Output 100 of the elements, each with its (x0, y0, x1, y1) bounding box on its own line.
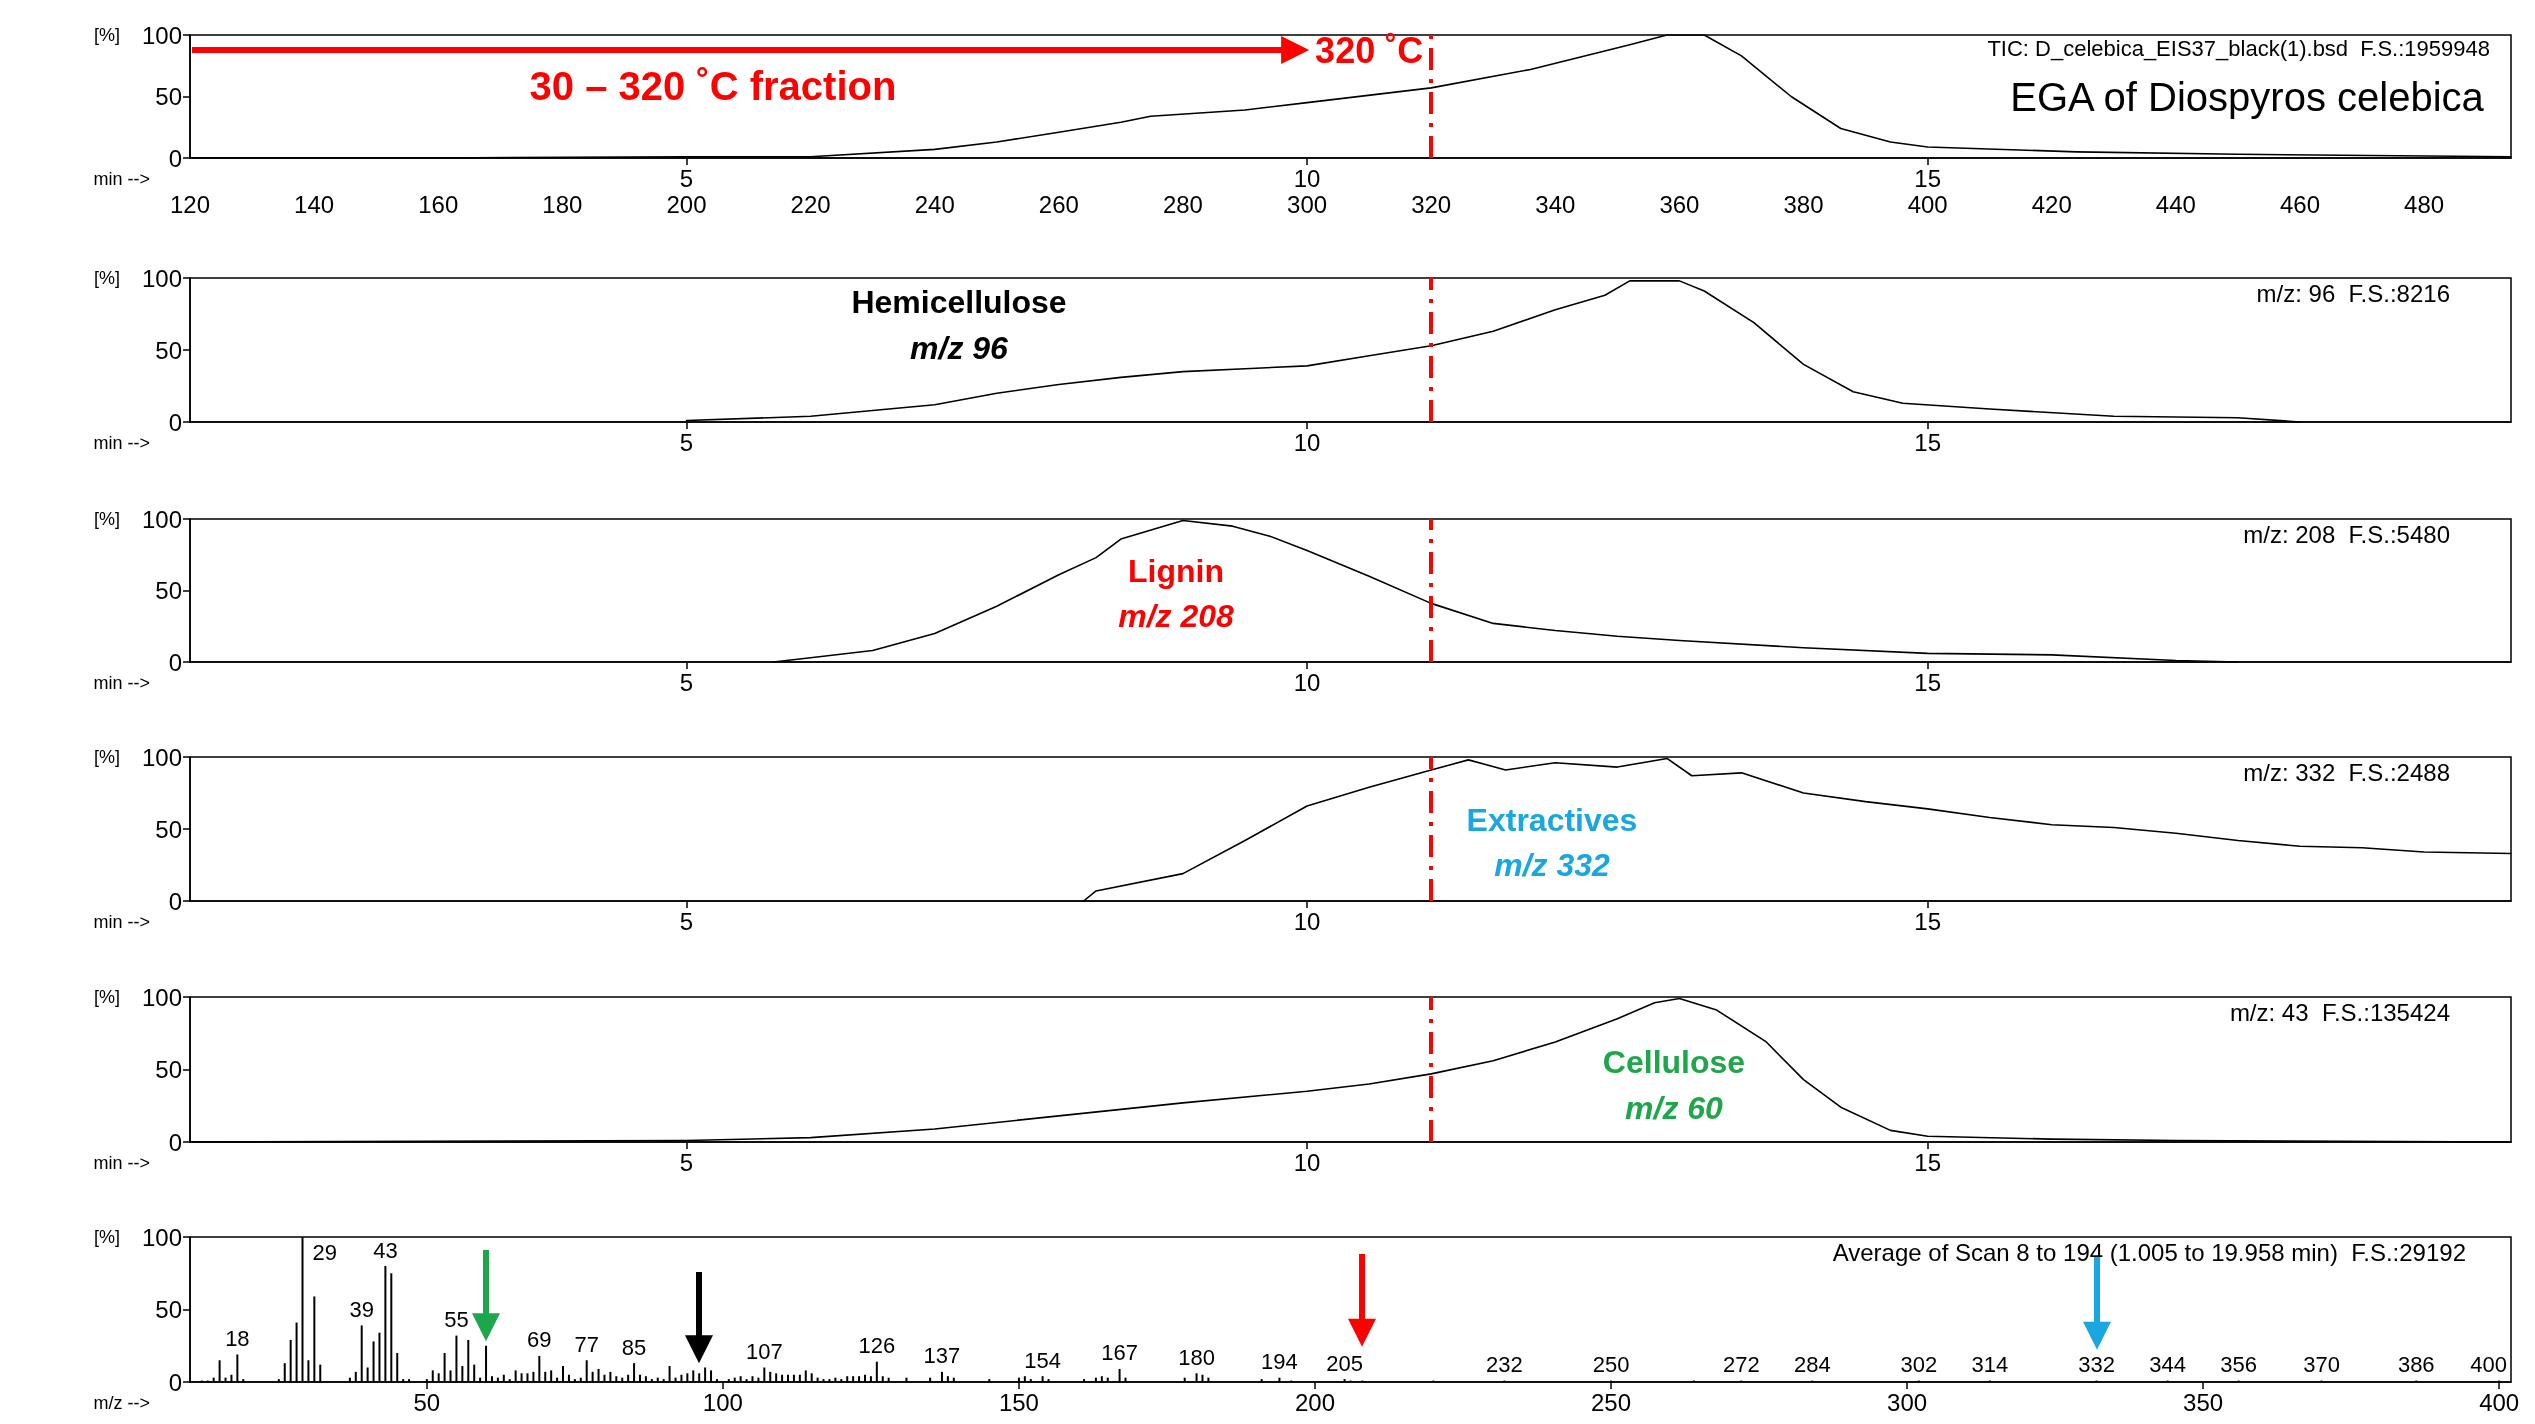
y-tick-label: 100 (141, 21, 182, 49)
x-tick-label: 10 (1293, 668, 1321, 696)
x-tick-label: 10 (1293, 907, 1321, 935)
x2-tick-label: 200 (666, 190, 707, 218)
x2-tick-label: 400 (1907, 190, 1948, 218)
annotation: 232 (1486, 1352, 1523, 1378)
annotation: 18 (225, 1325, 250, 1351)
x-tick-label: 5 (679, 164, 694, 192)
x2-tick-label: 440 (2155, 190, 2196, 218)
y-tick-label: 0 (168, 1368, 182, 1396)
x-tick-label: 100 (702, 1388, 743, 1416)
annotation: 85 (621, 1334, 647, 1360)
x2-tick-label: 360 (1659, 190, 1700, 218)
y-tick-label: 100 (141, 743, 182, 771)
x-tick-label: 15 (1914, 668, 1941, 696)
annotation: 180 (1178, 1344, 1215, 1370)
x-tick-label: 15 (1914, 164, 1941, 192)
y-tick-label: 50 (155, 815, 182, 843)
x2-tick-label: 240 (914, 190, 955, 218)
x-tick-label: 5 (679, 428, 694, 456)
annotation: TIC: D_celebica_EIS37_black(1).bsd F.S.:1959948 (1987, 35, 2490, 61)
x-tick-label: 10 (1293, 164, 1321, 192)
y-tick-label: 100 (141, 264, 182, 292)
y-axis-title: [%] (93, 25, 120, 45)
x2-tick-label: 260 (1038, 190, 1079, 218)
x2-tick-label: 220 (790, 190, 831, 218)
x-tick-label: 350 (2183, 1388, 2224, 1416)
annotation: 167 (1101, 1340, 1138, 1366)
annotation: m/z: 208 F.S.:5480 (2243, 520, 2450, 548)
y-axis-title: [%] (93, 268, 120, 288)
annotation: 302 (1900, 1352, 1938, 1378)
y-tick-label: 50 (155, 83, 182, 110)
y-tick-label: 50 (155, 1056, 182, 1083)
y-tick-label: 0 (168, 144, 182, 172)
x2-tick-label: 320 (1411, 190, 1452, 218)
x2-tick-label: 180 (542, 190, 583, 218)
x-tick-label: 5 (679, 1148, 694, 1176)
y-axis-title: [%] (93, 987, 120, 1007)
annotation: Hemicellulose (851, 284, 1067, 320)
x2-tick-label: 420 (2031, 190, 2072, 218)
annotation: 284 (1793, 1352, 1831, 1378)
annotation: 107 (745, 1339, 783, 1364)
y-tick-label: 0 (168, 1128, 182, 1156)
annotation: 137 (923, 1343, 961, 1369)
annotation: 77 (574, 1331, 599, 1357)
x2-tick-label: 340 (1535, 190, 1576, 218)
y-tick-label: 50 (155, 1296, 182, 1323)
x2-tick-label: 120 (169, 190, 211, 218)
annotation: 205 (1326, 1350, 1363, 1376)
x-tick-label: 10 (1293, 428, 1321, 456)
y-tick-label: 100 (141, 1223, 182, 1251)
x-axis-title: min --> (93, 912, 150, 932)
annotation: 29 (312, 1239, 337, 1265)
x-tick-label: 250 (1591, 1388, 1632, 1416)
x-tick-label: 150 (998, 1388, 1039, 1416)
x-tick-label: 10 (1293, 1148, 1321, 1176)
annotation: 314 (1971, 1352, 2009, 1378)
annotation: m/z: 43 F.S.:135424 (2229, 998, 2450, 1026)
ref-line-label: 320 ˚C (1315, 29, 1424, 71)
annotation: 344 (2149, 1352, 2186, 1378)
x-tick-label: 200 (1294, 1388, 1335, 1416)
annotation: m/z 60 (1625, 1090, 1724, 1126)
x-axis-title: min --> (93, 1153, 150, 1173)
y-tick-label: 100 (141, 983, 182, 1011)
x-axis-title: m/z --> (93, 1393, 150, 1413)
x-tick-label: 15 (1914, 1148, 1941, 1176)
annotation: 55 (444, 1307, 469, 1333)
annotation: 30 – 320 ˚C fraction (529, 64, 897, 108)
x-tick-label: 5 (679, 668, 694, 696)
x-tick-label: 300 (1887, 1388, 1928, 1416)
x-tick-label: 15 (1914, 428, 1941, 456)
annotation: 272 (1722, 1352, 1760, 1378)
annotation: 332 (2078, 1352, 2115, 1378)
annotation: Lignin (1128, 553, 1224, 589)
x2-tick-label: 380 (1783, 190, 1824, 218)
y-axis-title: [%] (93, 509, 120, 529)
text: EGA of Diospyros celebica (2010, 75, 2485, 119)
annotation: 400 (2470, 1352, 2508, 1378)
annotation: m/z: 96 F.S.:8216 (2256, 279, 2450, 307)
annotation: m/z 332 (1494, 847, 1611, 883)
annotation: m/z 96 (910, 330, 1009, 366)
x-axis-title: min --> (93, 673, 150, 693)
y-tick-label: 50 (155, 577, 182, 604)
y-tick-label: 50 (155, 336, 182, 364)
annotation: 370 (2303, 1352, 2340, 1378)
x-tick-label: 15 (1914, 907, 1941, 935)
x-axis-title: min --> (93, 169, 150, 189)
y-axis-title: [%] (93, 1227, 120, 1247)
annotation: 39 (349, 1296, 374, 1322)
x-tick-label: 50 (413, 1388, 441, 1416)
x2-tick-label: 280 (1162, 190, 1203, 218)
x2-tick-label: 160 (418, 190, 459, 218)
annotation: 250 (1592, 1352, 1630, 1378)
annotation: Average of Scan 8 to 194 (1.005 to 19.958 min) F.S.:29192 (1832, 1238, 2466, 1266)
annotation: 69 (527, 1327, 552, 1353)
x-tick-label: 5 (679, 907, 694, 935)
annotation: m/z: 332 F.S.:2488 (2243, 758, 2450, 786)
x2-tick-label: 480 (2404, 190, 2445, 218)
x2-tick-label: 300 (1287, 190, 1328, 218)
y-tick-label: 0 (168, 648, 182, 676)
